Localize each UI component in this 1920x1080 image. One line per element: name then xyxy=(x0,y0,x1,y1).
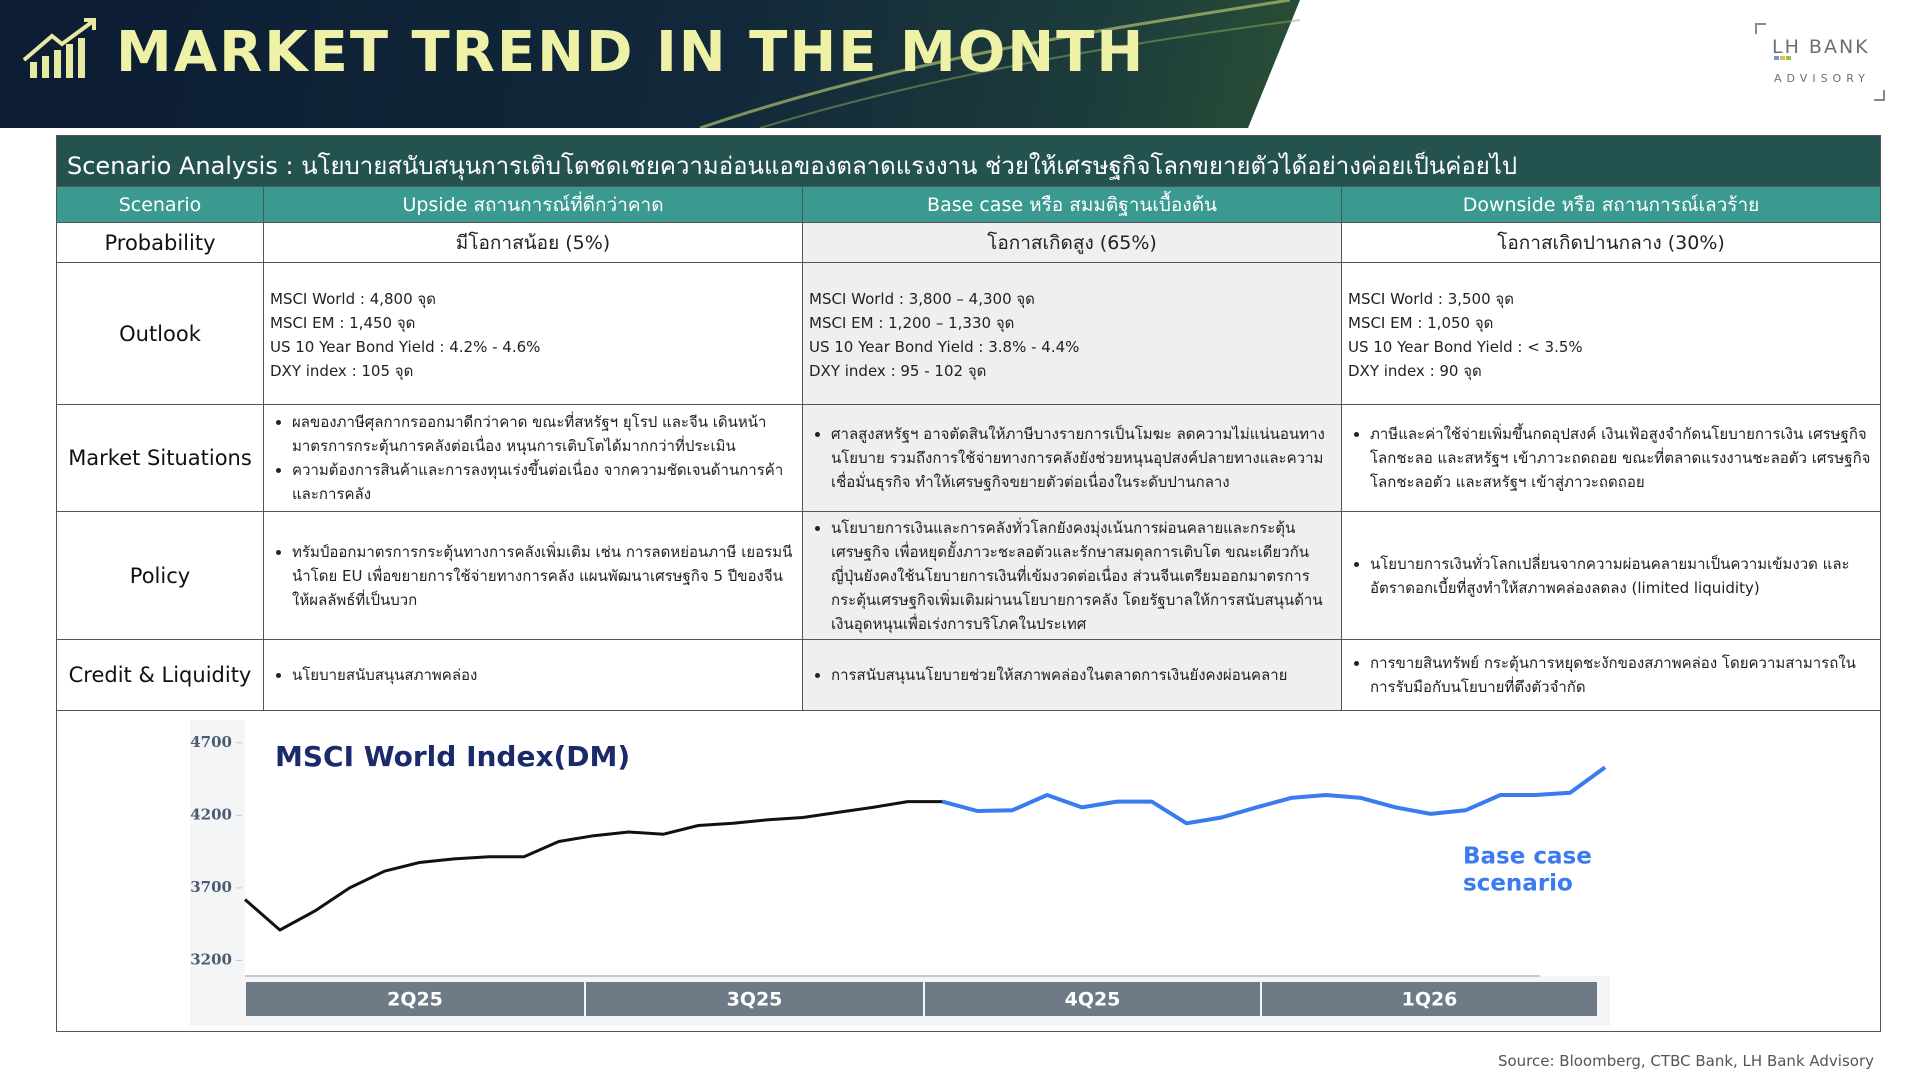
bullet-list: การสนับสนุนนโยบายช่วยให้สภาพคล่องในตลาดก… xyxy=(809,663,1335,687)
bullet-item: การสนับสนุนนโยบายช่วยให้สภาพคล่องในตลาดก… xyxy=(831,663,1335,687)
header-band xyxy=(0,0,1300,128)
outlook-cell: MSCI World : 3,500 จุด MSCI EM : 1,050 จุ… xyxy=(1342,263,1881,405)
chart: 3200 3700 4200 4700 MSCI World Index(DM) 2Q25… xyxy=(190,720,1610,1026)
bullet-item: ทรัมป์ออกมาตรการกระตุ้นทางการคลังเพิ่มเต… xyxy=(292,540,796,612)
bullet-item: นโยบายสนับสนุนสภาพคล่อง xyxy=(292,663,796,687)
outlook-cell: MSCI World : 4,800 จุด MSCI EM : 1,450 จุ… xyxy=(264,263,803,405)
source-note: Source: Bloomberg, CTBC Bank, LH Bank Ad… xyxy=(1497,1052,1874,1070)
bullet-item: การขายสินทรัพย์ กระตุ้นการหยุดชะงักของสภ… xyxy=(1370,651,1874,699)
series-line xyxy=(941,765,1607,826)
y-tick-label: 3700 xyxy=(190,878,232,896)
bullet-list: นโยบายการเงินทั่วโลกเปลี่ยนจากความผ่อนคล… xyxy=(1348,552,1874,600)
table-caption: Scenario Analysis : นโยบายสนับสนุนการเติ… xyxy=(57,136,1881,187)
row-label: Probability xyxy=(57,223,264,263)
outlook-line: US 10 Year Bond Yield : 4.2% - 4.6% xyxy=(270,338,541,356)
bullet-item: นโยบายการเงินและการคลังทั่วโลกยังคงมุ่งเ… xyxy=(831,516,1335,636)
bullet-cell: นโยบายการเงินและการคลังทั่วโลกยังคงมุ่งเ… xyxy=(803,512,1342,640)
y-tick-label: 4200 xyxy=(190,805,232,823)
quarter-band xyxy=(925,982,1260,1016)
y-tick-label: 4700 xyxy=(190,733,232,751)
quarter-label: 2Q25 xyxy=(387,989,443,1011)
quarter-label: 3Q25 xyxy=(727,989,783,1011)
y-tick-label: 3200 xyxy=(190,950,232,968)
column-header: Base case หรือ สมมติฐานเบื้องต้น xyxy=(803,187,1342,223)
row-label: Policy xyxy=(57,512,264,640)
chart-title: MSCI World Index(DM) xyxy=(275,740,630,773)
series-line xyxy=(244,800,943,932)
outlook-line: MSCI EM : 1,200 – 1,330 จุด xyxy=(809,314,1015,332)
quarter-label: 4Q25 xyxy=(1065,989,1121,1011)
bullet-list: ผลของภาษีศุลกากรออกมาดีกว่าคาด ขณะที่สหร… xyxy=(270,410,796,506)
logo-subtitle: ADVISORY xyxy=(1774,72,1870,85)
outlook-line: MSCI EM : 1,050 จุด xyxy=(1348,314,1494,332)
bullet-list: นโยบายสนับสนุนสภาพคล่อง xyxy=(270,663,796,687)
bullet-cell: การสนับสนุนนโยบายช่วยให้สภาพคล่องในตลาดก… xyxy=(803,640,1342,711)
bullet-list: การขายสินทรัพย์ กระตุ้นการหยุดชะงักของสภ… xyxy=(1348,651,1874,699)
outlook-line: MSCI World : 4,800 จุด xyxy=(270,290,436,308)
outlook-line: DXY index : 95 - 102 จุด xyxy=(809,362,987,380)
outlook-line: US 10 Year Bond Yield : < 3.5% xyxy=(1348,338,1583,356)
quarter-band xyxy=(246,982,584,1016)
row-label: Outlook xyxy=(57,263,264,405)
outlook-line: US 10 Year Bond Yield : 3.8% - 4.4% xyxy=(809,338,1080,356)
bullet-cell: นโยบายสนับสนุนสภาพคล่อง xyxy=(264,640,803,711)
probability-cell: โอกาสเกิดสูง (65%) xyxy=(803,223,1342,263)
bullet-cell: ภาษีและค่าใช้จ่ายเพิ่มขึ้นกดอุปสงค์ เงิน… xyxy=(1342,405,1881,512)
logo: LH BANK xyxy=(1772,36,1870,58)
outlook-cell: MSCI World : 3,800 – 4,300 จุด MSCI EM : … xyxy=(803,263,1342,405)
logo-frame xyxy=(1755,23,1885,101)
annotation: scenario xyxy=(1463,871,1573,897)
bullet-list: ศาลสูงสหรัฐฯ อาจตัดสินให้ภาษีบางรายการเป… xyxy=(809,422,1335,494)
column-header: Scenario xyxy=(57,187,264,223)
row-label: Credit & Liquidity xyxy=(57,640,264,711)
bullet-list: ทรัมป์ออกมาตรการกระตุ้นทางการคลังเพิ่มเต… xyxy=(270,540,796,612)
chart-cell xyxy=(57,711,1881,1032)
column-header: Downside หรือ สถานการณ์เลวร้าย xyxy=(1342,187,1881,223)
bullet-list: ภาษีและค่าใช้จ่ายเพิ่มขึ้นกดอุปสงค์ เงิน… xyxy=(1348,422,1874,494)
bullet-cell: การขายสินทรัพย์ กระตุ้นการหยุดชะงักของสภ… xyxy=(1342,640,1881,711)
probability-cell: โอกาสเกิดปานกลาง (30%) xyxy=(1342,223,1881,263)
bullet-item: ความต้องการสินค้าและการลงทุนเร่งขึ้นต่อเ… xyxy=(292,458,796,506)
bullet-item: ผลของภาษีศุลกากรออกมาดีกว่าคาด ขณะที่สหร… xyxy=(292,410,796,458)
probability-cell: มีโอกาสน้อย (5%) xyxy=(264,223,803,263)
scenario-table: Scenario Analysis : นโยบายสนับสนุนการเติ… xyxy=(56,135,1881,1032)
bullet-cell: ศาลสูงสหรัฐฯ อาจตัดสินให้ภาษีบางรายการเป… xyxy=(803,405,1342,512)
outlook-line: DXY index : 90 จุด xyxy=(1348,362,1482,380)
quarter-band xyxy=(586,982,923,1016)
bullet-cell: ผลของภาษีศุลกากรออกมาดีกว่าคาด ขณะที่สหร… xyxy=(264,405,803,512)
outlook-line: MSCI World : 3,500 จุด xyxy=(1348,290,1514,308)
bullet-list: นโยบายการเงินและการคลังทั่วโลกยังคงมุ่งเ… xyxy=(809,516,1335,636)
outlook-line: DXY index : 105 จุด xyxy=(270,362,414,380)
row-label: Market Situations xyxy=(57,405,264,512)
outlook-line: MSCI World : 3,800 – 4,300 จุด xyxy=(809,290,1035,308)
bullet-item: ศาลสูงสหรัฐฯ อาจตัดสินให้ภาษีบางรายการเป… xyxy=(831,422,1335,494)
bullet-cell: ทรัมป์ออกมาตรการกระตุ้นทางการคลังเพิ่มเต… xyxy=(264,512,803,640)
annotation: Base case xyxy=(1463,844,1592,870)
outlook-line: MSCI EM : 1,450 จุด xyxy=(270,314,416,332)
quarter-band xyxy=(1262,982,1597,1016)
quarter-label: 1Q26 xyxy=(1402,989,1458,1011)
header-decor xyxy=(22,0,1300,128)
column-header: Upside สถานการณ์ที่ดีกว่าคาด xyxy=(264,187,803,223)
bullet-cell: นโยบายการเงินทั่วโลกเปลี่ยนจากความผ่อนคล… xyxy=(1342,512,1881,640)
bullet-item: ภาษีและค่าใช้จ่ายเพิ่มขึ้นกดอุปสงค์ เงิน… xyxy=(1370,422,1874,494)
bullet-item: นโยบายการเงินทั่วโลกเปลี่ยนจากความผ่อนคล… xyxy=(1370,552,1874,600)
page-title: MARKET TREND IN THE MONTH xyxy=(116,20,1146,85)
plot-background xyxy=(245,720,1610,976)
